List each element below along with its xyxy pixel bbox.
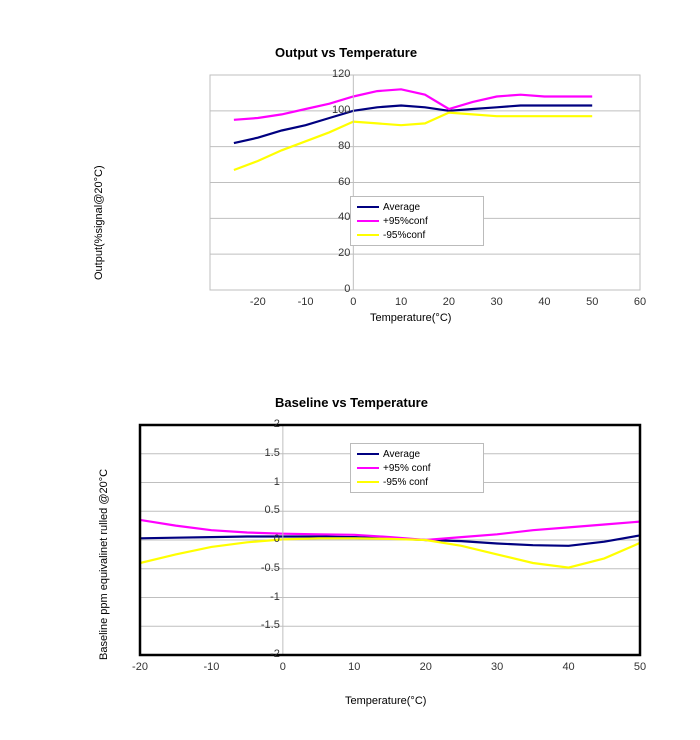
legend-label: Average xyxy=(383,449,420,460)
chart2-xtick: 20 xyxy=(411,661,441,673)
legend-label: +95% conf xyxy=(383,463,431,474)
legend-swatch-icon xyxy=(357,481,379,483)
chart2-xtick: 40 xyxy=(554,661,584,673)
chart2-xtick: 0 xyxy=(268,661,298,673)
chart2-ytick: 2 xyxy=(253,418,280,430)
chart2-ytick: -0.5 xyxy=(253,562,280,574)
chart2-xtick: 10 xyxy=(339,661,369,673)
legend-swatch-icon xyxy=(357,453,379,455)
chart2-ytick: 1.5 xyxy=(253,447,280,459)
chart2-legend: Average +95% conf -95% conf xyxy=(350,443,484,493)
legend-swatch-icon xyxy=(357,467,379,469)
chart2-plot xyxy=(0,0,700,740)
chart2-ytick: 0 xyxy=(253,533,280,545)
chart2-legend-item: -95% conf xyxy=(357,475,477,489)
chart2-ytick: 1 xyxy=(253,476,280,488)
chart2-ytick: -1.5 xyxy=(253,619,280,631)
legend-label: -95% conf xyxy=(383,477,428,488)
chart2-ytick: -2 xyxy=(253,648,280,660)
chart2-legend-item: Average xyxy=(357,447,477,461)
chart2-xtick: -10 xyxy=(196,661,226,673)
chart2-legend-item: +95% conf xyxy=(357,461,477,475)
chart2-xtick: -20 xyxy=(125,661,155,673)
chart2-ytick: 0.5 xyxy=(253,504,280,516)
chart2-ytick: -1 xyxy=(253,591,280,603)
chart2-xtick: 50 xyxy=(625,661,655,673)
chart2-xtick: 30 xyxy=(482,661,512,673)
